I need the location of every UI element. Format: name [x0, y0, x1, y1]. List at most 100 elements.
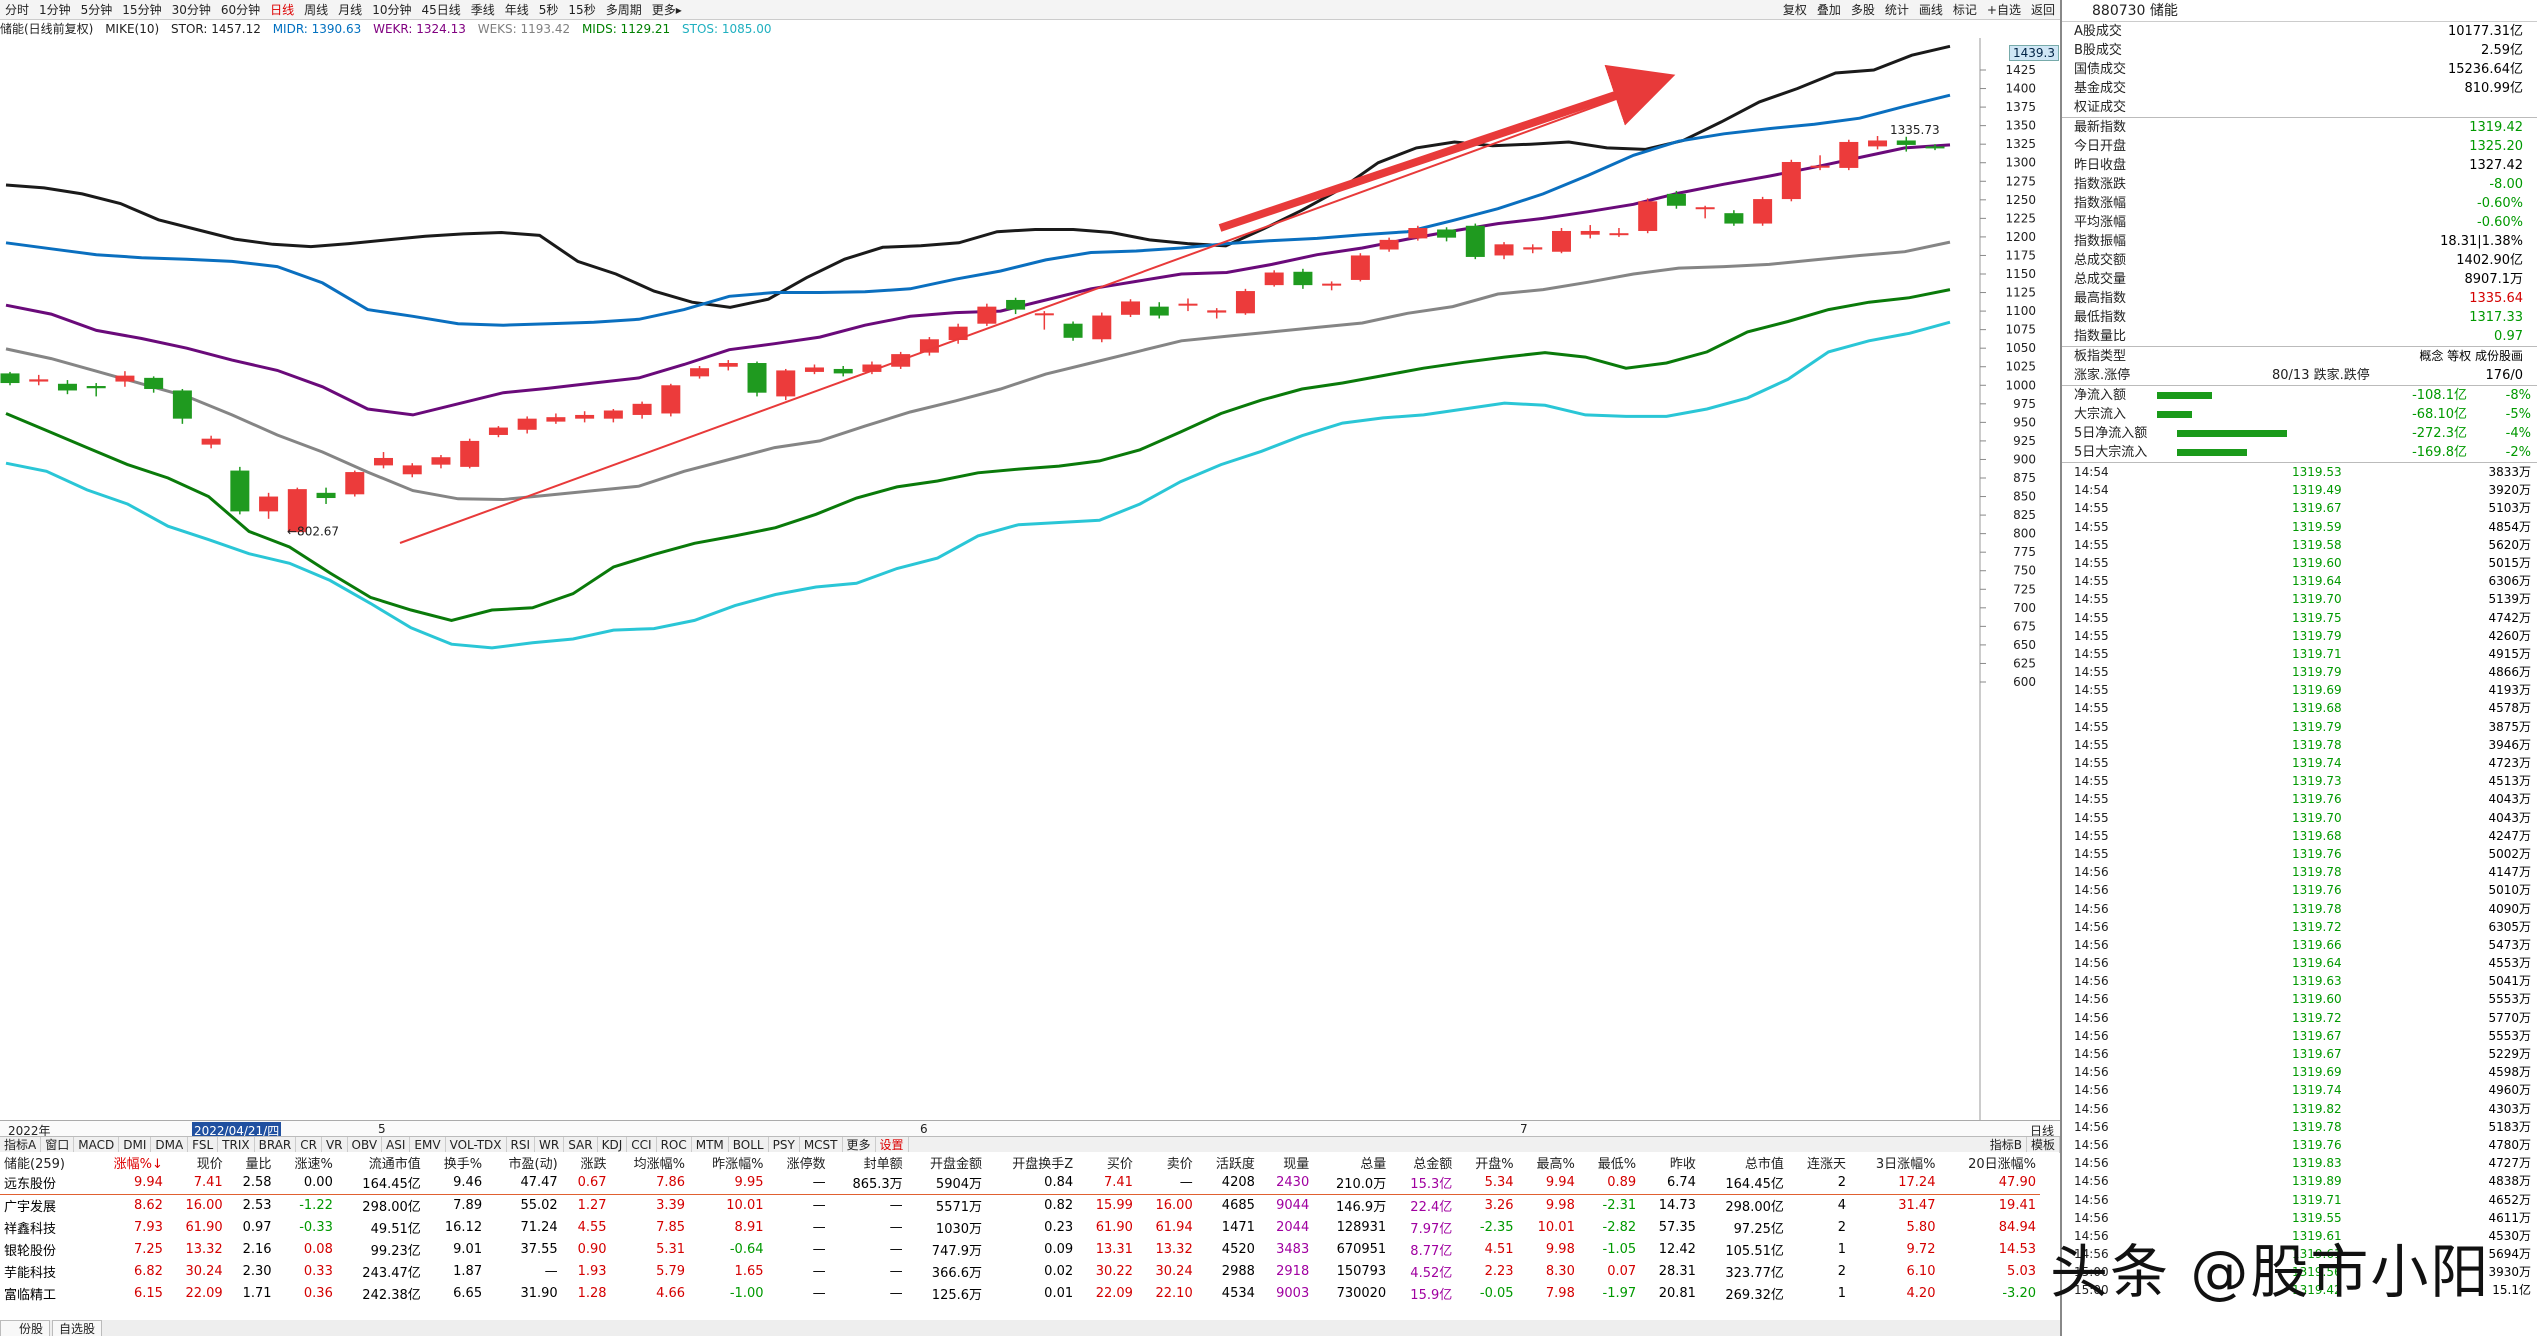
column-header[interactable]: 涨幅%↓	[91, 1152, 167, 1172]
indicator-tab[interactable]: 指标B	[1986, 1137, 2027, 1153]
column-header[interactable]: 现价	[166, 1152, 227, 1172]
toolbar-button[interactable]: 返回	[2030, 3, 2055, 17]
period-tab[interactable]: 月线	[338, 3, 363, 17]
column-header[interactable]: 封单额	[829, 1152, 907, 1172]
table-row[interactable]: 祥鑫科技 7.93 61.90 0.97 -0.33 49.51亿 16.12 71.24 4.…	[0, 1216, 2040, 1238]
toolbar-button[interactable]: 多股	[1850, 3, 1875, 17]
column-header[interactable]: 卖价	[1136, 1152, 1197, 1172]
indicator-tab[interactable]: CR	[296, 1137, 322, 1153]
column-header[interactable]: 换手%	[424, 1152, 487, 1172]
column-header[interactable]: 最高%	[1517, 1152, 1579, 1172]
indicator-tab[interactable]: VOL-TDX	[446, 1137, 507, 1153]
type-value[interactable]: 概念 等权 成份股画	[2419, 349, 2523, 363]
indicator-tab[interactable]: 设置	[876, 1137, 909, 1153]
column-header[interactable]: 开盘换手Z	[986, 1152, 1078, 1172]
indicator-name[interactable]: MIKE(10)	[105, 22, 160, 36]
period-tab[interactable]: 10分钟	[372, 3, 412, 17]
column-header[interactable]: 市盈(动)	[486, 1152, 562, 1172]
list-item: 14:56 1319.89 4838万	[2062, 1172, 2537, 1190]
column-header[interactable]: 3日涨幅%	[1850, 1152, 1940, 1172]
table-cell: 4.52亿	[1410, 1265, 1453, 1281]
indicator-tab[interactable]: 更多	[843, 1137, 876, 1153]
column-header[interactable]: 涨跌	[561, 1152, 611, 1172]
candlestick-chart[interactable]: 1425 1400 1375 1350 1325 1300 1275 1250 1225 1200…	[0, 38, 2060, 1120]
toolbar-button[interactable]: +自选	[1986, 3, 2021, 17]
indicator-tab[interactable]: TRIX	[218, 1137, 255, 1153]
column-header[interactable]: 涨速%	[275, 1152, 337, 1172]
table-row[interactable]: 广宇发展 8.62 16.00 2.53 -1.22 298.00亿 7.89 55.02 1.…	[0, 1194, 2040, 1216]
toolbar-button[interactable]: 复权	[1782, 3, 1807, 17]
column-header[interactable]: 开盘%	[1456, 1152, 1518, 1172]
period-tab[interactable]: 60分钟	[220, 3, 261, 17]
table-row[interactable]: 富临精工 6.15 22.09 1.71 0.36 242.38亿 6.65 31.90 1.2…	[0, 1282, 2040, 1304]
period-tab[interactable]: 1分钟	[39, 3, 71, 17]
column-header[interactable]: 涨停数	[767, 1152, 830, 1172]
period-tab[interactable]: 季线	[470, 3, 495, 17]
column-header[interactable]: 昨涨幅%	[689, 1152, 768, 1172]
column-header[interactable]: 总市值	[1699, 1152, 1788, 1172]
column-header[interactable]: 最低%	[1578, 1152, 1641, 1172]
table-row[interactable]: 芋能科技 6.82 30.24 2.30 0.33 243.47亿 1.87 — 1.93 5.7…	[0, 1260, 2040, 1282]
indicator-tab[interactable]: FSL	[188, 1137, 219, 1153]
period-tab[interactable]: 更多▸	[651, 3, 682, 17]
column-header[interactable]: 均涨幅%	[610, 1152, 690, 1172]
indicator-tab[interactable]: ROC	[657, 1137, 692, 1153]
indicator-tab[interactable]: 窗口	[41, 1137, 75, 1153]
column-header[interactable]: 量比	[226, 1152, 276, 1172]
column-header[interactable]: 20日涨幅%	[1939, 1152, 2040, 1172]
column-header[interactable]: 开盘金额	[906, 1152, 987, 1172]
column-header[interactable]: 总金额	[1390, 1152, 1457, 1172]
indicator-tab[interactable]: VR	[322, 1137, 348, 1153]
indicator-tab[interactable]: EMV	[410, 1137, 446, 1153]
toolbar-button[interactable]: 画线	[1918, 3, 1943, 17]
period-tab[interactable]: 5分钟	[80, 3, 113, 17]
indicator-tab[interactable]: MTM	[692, 1137, 729, 1153]
period-tab[interactable]: 分时	[5, 3, 30, 17]
column-header[interactable]: 昨收	[1640, 1152, 1700, 1172]
column-header[interactable]: 买价	[1077, 1152, 1137, 1172]
column-header[interactable]: 储能(259)	[0, 1152, 92, 1172]
toolbar-button[interactable]: 标记	[1952, 3, 1977, 17]
indicator-tab[interactable]: SAR	[564, 1137, 598, 1153]
indicator-tab[interactable]: RSI	[507, 1137, 536, 1153]
table-row[interactable]: 远东股份 9.94 7.41 2.58 0.00 164.45亿 9.46 47.47 0.67…	[0, 1172, 2040, 1194]
list-item: 14:55 1319.70 4043万	[2062, 809, 2537, 827]
indicator-tab[interactable]: OBV	[348, 1137, 383, 1153]
indicator-tab[interactable]: DMI	[119, 1137, 152, 1153]
column-header[interactable]: 活跃度	[1196, 1152, 1259, 1172]
indicator-tab[interactable]: 模板	[2027, 1137, 2060, 1153]
indicator-tab[interactable]: PSY	[769, 1137, 800, 1153]
footer-tab[interactable]: 份股	[0, 1320, 51, 1336]
candle	[833, 365, 853, 377]
indicator-tab[interactable]: WR	[535, 1137, 565, 1153]
indicator-tab[interactable]: MCST	[800, 1137, 843, 1153]
indicator-tab[interactable]: MACD	[74, 1137, 120, 1153]
table-row[interactable]: 银轮股份 7.25 13.32 2.16 0.08 99.23亿 9.01 37.55 0.90…	[0, 1238, 2040, 1260]
column-header[interactable]: 流通市值	[336, 1152, 425, 1172]
indicator-tab[interactable]: 指标A	[0, 1137, 42, 1153]
indicator-tab[interactable]: CCI	[627, 1137, 657, 1153]
period-tab[interactable]: 5秒	[538, 3, 559, 17]
tick-volume: 5770万	[2488, 1010, 2531, 1025]
period-tab[interactable]: 15分钟	[122, 3, 162, 17]
indicator-tab[interactable]: BRAR	[255, 1137, 297, 1153]
period-tab[interactable]: 多周期	[605, 3, 642, 17]
period-tab[interactable]: 30分钟	[171, 3, 211, 17]
tick-list[interactable]: 14:54 1319.53 3833万 14:54 1319.49 3920万 14:55 1…	[2062, 463, 2537, 1300]
period-tab[interactable]: 15秒	[568, 3, 596, 17]
indicator-tab[interactable]: KDJ	[598, 1137, 628, 1153]
toolbar-button[interactable]: 叠加	[1816, 3, 1841, 17]
footer-tab[interactable]: 自选股	[52, 1320, 103, 1336]
toolbar-button[interactable]: 统计	[1884, 3, 1909, 17]
period-tab[interactable]: 45日线	[421, 3, 461, 17]
period-tab[interactable]: 日线	[270, 3, 295, 17]
indicator-tab[interactable]: BOLL	[729, 1137, 769, 1153]
indicator-tab[interactable]: ASI	[382, 1137, 411, 1153]
period-tab[interactable]: 周线	[304, 3, 329, 17]
column-header[interactable]: 现量	[1258, 1152, 1314, 1172]
column-header[interactable]: 总量	[1313, 1152, 1391, 1172]
column-header[interactable]: 连涨天	[1787, 1152, 1851, 1172]
period-tab[interactable]: 年线	[504, 3, 529, 17]
indicator-tab[interactable]: DMA	[151, 1137, 189, 1153]
candle-body	[1092, 315, 1112, 340]
